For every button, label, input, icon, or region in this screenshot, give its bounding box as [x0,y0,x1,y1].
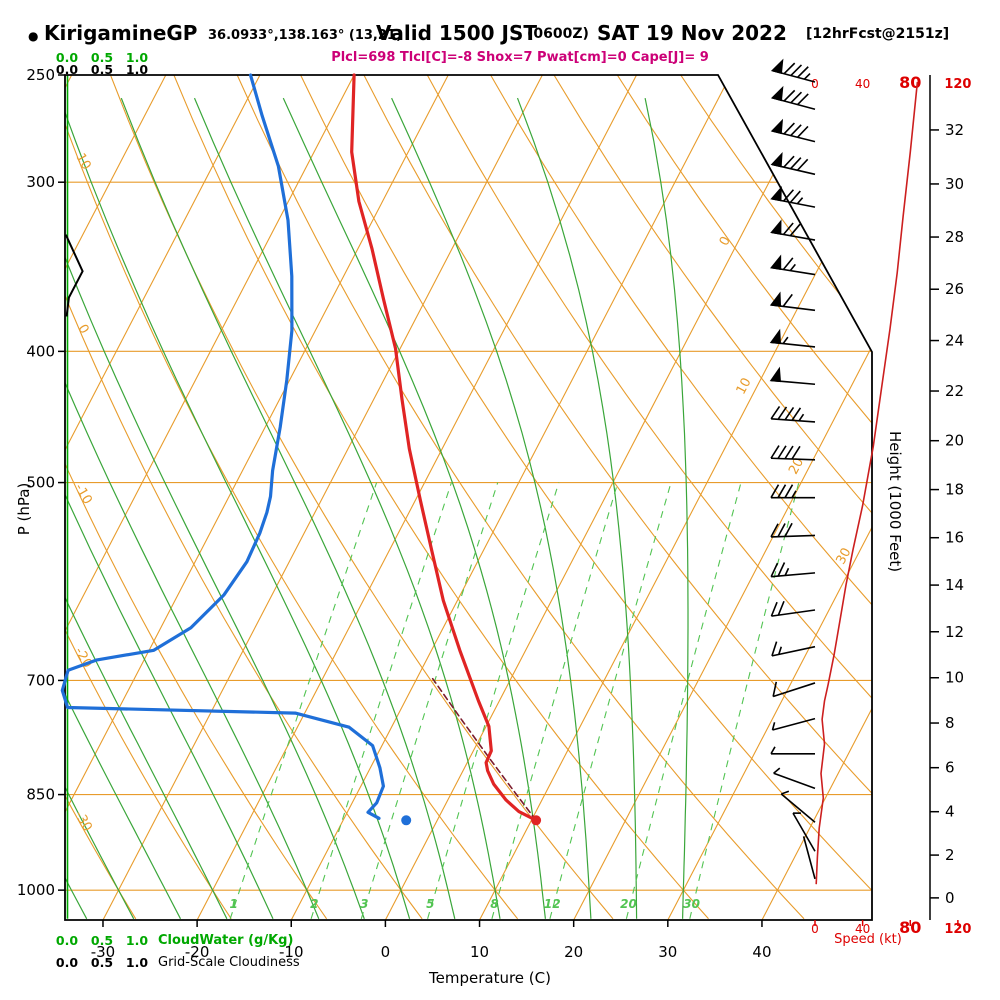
svg-text:8: 8 [490,897,498,911]
pressure-tick-labels: 250 300 400 500 700 850 1000 [17,66,65,899]
svg-text:40: 40 [752,943,771,961]
station-name: KirigamineGP [44,21,198,45]
speed-axis-label: Speed (kt) [834,932,902,947]
svg-text:-10: -10 [279,943,304,961]
cloudiness-label: Grid-Scale Cloudiness [158,955,300,970]
svg-text:24: 24 [945,332,964,350]
svg-text:20: 20 [620,897,637,911]
dewpoint-C [60,73,385,820]
svg-text:850: 850 [26,786,55,804]
svg-text:28: 28 [945,228,964,246]
svg-text:1000: 1000 [17,881,55,899]
temperature-tick-labels: -30 -20 -10 0 10 20 30 40 [91,920,772,961]
stability-indices: Plcl=698 Tlcl[C]=-8 Shox=7 Pwat[cm]=0 Ca… [331,50,709,65]
temperature-axis-label: Temperature (C) [429,969,551,987]
svg-text:30: 30 [683,897,700,911]
pressure-axis-label: P (hPa) [15,482,33,536]
svg-text:20: 20 [564,943,583,961]
svg-text:6: 6 [945,759,955,777]
svg-text:0: 0 [945,889,955,907]
svg-text:2: 2 [945,846,955,864]
svg-text:400: 400 [26,342,55,360]
temperature-C [350,73,538,822]
svg-text:0.0: 0.0 [56,933,78,948]
svg-text:32: 32 [945,121,964,139]
svg-text:22: 22 [945,382,964,400]
svg-text:-30: -30 [91,943,116,961]
svg-text:4: 4 [945,803,955,821]
svg-text:40: 40 [855,77,870,91]
plot-border [64,74,873,921]
svg-text:1.0: 1.0 [126,955,148,970]
svg-text:1.0: 1.0 [126,933,148,948]
svg-text:16: 16 [945,529,964,547]
svg-text:0.0: 0.0 [56,62,78,77]
wind-speed-profile [815,81,919,885]
svg-text:10: 10 [72,151,93,173]
valid-date: SAT 19 Nov 2022 [597,21,787,45]
svg-text:0.5: 0.5 [91,50,113,65]
svg-text:20: 20 [945,432,964,450]
svg-text:30: 30 [658,943,677,961]
svg-text:120: 120 [944,77,971,92]
svg-text:250: 250 [26,66,55,84]
svg-text:0.5: 0.5 [91,955,113,970]
svg-text:8: 8 [945,714,955,732]
svg-text:10: 10 [470,943,489,961]
svg-text:-20: -20 [185,943,210,961]
svg-text:0: 0 [717,234,734,248]
svg-text:-30: -30 [71,808,95,834]
cloudwater-label: CloudWater (g/Kg) [158,933,294,948]
svg-text:0.0: 0.0 [56,955,78,970]
svg-text:30: 30 [945,175,964,193]
wind-barbs [769,58,816,880]
valid-zulu: (0600Z) [527,26,589,42]
svg-text:0: 0 [811,922,819,936]
svg-text:120: 120 [944,922,971,937]
svg-text:20: 20 [786,456,807,478]
svg-text:10: 10 [734,376,755,398]
svg-text:26: 26 [945,280,964,298]
svg-text:14: 14 [945,576,964,594]
svg-text:2: 2 [310,897,318,911]
svg-text:700: 700 [26,671,55,689]
surface-dewpoint-dot [401,815,412,826]
svg-text:3: 3 [360,897,368,911]
svg-text:30: 30 [834,546,855,568]
svg-text:12: 12 [544,897,561,911]
aux-left-line [64,234,84,317]
surface-temperature-dot [531,815,542,826]
svg-text:1.0: 1.0 [126,50,148,65]
forecast-tag: [12hrFcst@2151z] [806,26,950,42]
svg-text:18: 18 [945,481,964,499]
svg-text:0.0: 0.0 [56,50,78,65]
station-bullet-icon: ● [28,29,39,43]
svg-text:5: 5 [426,897,434,911]
svg-text:0: 0 [811,77,819,91]
height-axis-label: Height (1000 Feet) [886,431,904,573]
svg-text:0: 0 [381,943,391,961]
svg-text:300: 300 [26,173,55,191]
svg-text:12: 12 [945,623,964,641]
svg-text:10: 10 [945,669,964,687]
valid-time: Valid 1500 JST [376,21,537,45]
svg-text:80: 80 [899,73,921,92]
svg-text:0.5: 0.5 [91,62,113,77]
station-coords: 36.0933°,138.163° (13,21) [208,28,402,43]
svg-text:0.5: 0.5 [91,933,113,948]
svg-text:40: 40 [855,922,870,936]
svg-text:500: 500 [26,474,55,492]
svg-text:1.0: 1.0 [126,62,148,77]
parcel-path-C [431,677,537,822]
svg-text:80: 80 [899,918,921,937]
svg-text:1: 1 [229,897,237,911]
